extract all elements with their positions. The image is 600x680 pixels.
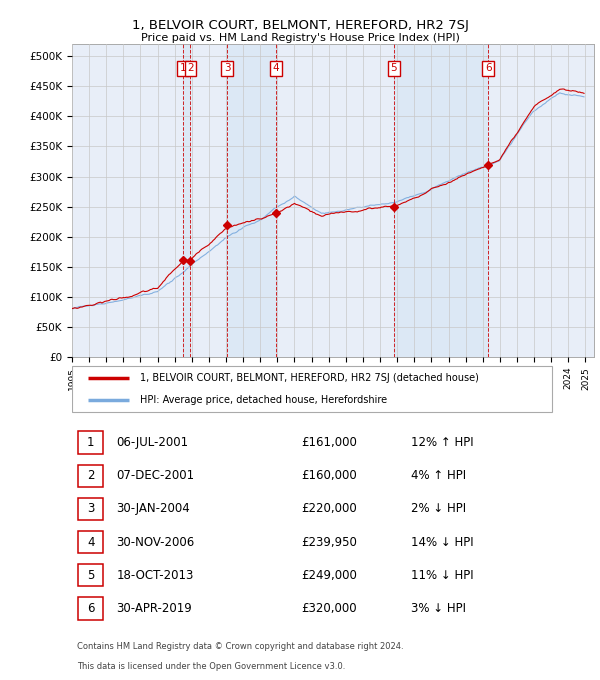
Text: 30-JAN-2004: 30-JAN-2004 xyxy=(116,503,190,515)
Text: 3: 3 xyxy=(87,503,94,515)
Text: 11% ↓ HPI: 11% ↓ HPI xyxy=(412,568,474,581)
Text: 12% ↑ HPI: 12% ↑ HPI xyxy=(412,436,474,449)
Text: £160,000: £160,000 xyxy=(302,469,358,482)
Text: 6: 6 xyxy=(485,63,492,73)
Text: 2: 2 xyxy=(187,63,194,73)
Text: 1: 1 xyxy=(180,63,187,73)
Text: 07-DEC-2001: 07-DEC-2001 xyxy=(116,469,194,482)
Text: 3: 3 xyxy=(224,63,231,73)
Text: £239,950: £239,950 xyxy=(302,536,358,549)
Text: 30-NOV-2006: 30-NOV-2006 xyxy=(116,536,194,549)
Text: 5: 5 xyxy=(390,63,397,73)
Bar xyxy=(78,464,103,487)
Text: Price paid vs. HM Land Registry's House Price Index (HPI): Price paid vs. HM Land Registry's House … xyxy=(140,33,460,43)
Bar xyxy=(78,564,103,586)
Text: 1, BELVOIR COURT, BELMONT, HEREFORD, HR2 7SJ (detached house): 1, BELVOIR COURT, BELMONT, HEREFORD, HR2… xyxy=(140,373,479,383)
Text: 2% ↓ HPI: 2% ↓ HPI xyxy=(412,503,466,515)
Text: £249,000: £249,000 xyxy=(302,568,358,581)
Text: 5: 5 xyxy=(87,568,94,581)
Text: 6: 6 xyxy=(87,602,95,615)
Text: £220,000: £220,000 xyxy=(302,503,358,515)
Text: £161,000: £161,000 xyxy=(302,436,358,449)
Text: 06-JUL-2001: 06-JUL-2001 xyxy=(116,436,188,449)
Text: 1, BELVOIR COURT, BELMONT, HEREFORD, HR2 7SJ: 1, BELVOIR COURT, BELMONT, HEREFORD, HR2… xyxy=(131,19,469,32)
Text: 4% ↑ HPI: 4% ↑ HPI xyxy=(412,469,466,482)
Text: 1: 1 xyxy=(87,436,95,449)
Bar xyxy=(78,431,103,454)
Text: This data is licensed under the Open Government Licence v3.0.: This data is licensed under the Open Gov… xyxy=(77,662,346,670)
Text: 4: 4 xyxy=(272,63,280,73)
FancyBboxPatch shape xyxy=(72,366,552,412)
Text: Contains HM Land Registry data © Crown copyright and database right 2024.: Contains HM Land Registry data © Crown c… xyxy=(77,642,404,651)
Bar xyxy=(78,597,103,619)
Text: 18-OCT-2013: 18-OCT-2013 xyxy=(116,568,194,581)
Text: HPI: Average price, detached house, Herefordshire: HPI: Average price, detached house, Here… xyxy=(140,395,387,405)
Text: 4: 4 xyxy=(87,536,95,549)
Bar xyxy=(394,44,488,357)
Bar xyxy=(78,531,103,554)
Text: 30-APR-2019: 30-APR-2019 xyxy=(116,602,192,615)
Bar xyxy=(227,44,276,357)
Text: £320,000: £320,000 xyxy=(302,602,358,615)
Text: 14% ↓ HPI: 14% ↓ HPI xyxy=(412,536,474,549)
Bar xyxy=(183,44,190,357)
Text: 2: 2 xyxy=(87,469,95,482)
Bar xyxy=(78,498,103,520)
Text: 3% ↓ HPI: 3% ↓ HPI xyxy=(412,602,466,615)
